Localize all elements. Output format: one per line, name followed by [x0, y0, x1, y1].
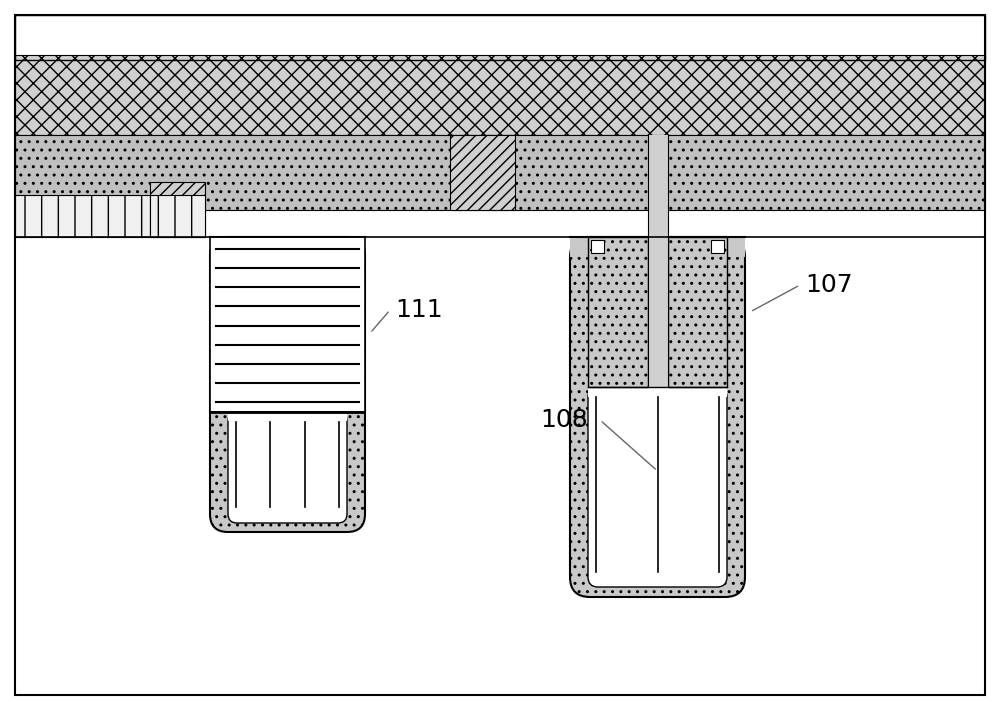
FancyBboxPatch shape: [588, 387, 727, 587]
Bar: [150, 182, 205, 237]
Bar: [570, 237, 745, 257]
Bar: [228, 412, 347, 421]
Bar: [711, 240, 724, 253]
Bar: [210, 237, 365, 255]
Bar: [15, 135, 985, 210]
Bar: [15, 195, 150, 237]
FancyBboxPatch shape: [570, 237, 745, 597]
Bar: [450, 135, 515, 210]
Bar: [588, 237, 648, 387]
Bar: [15, 15, 985, 60]
Bar: [15, 55, 985, 135]
FancyBboxPatch shape: [228, 412, 347, 523]
Bar: [668, 237, 727, 387]
Bar: [150, 195, 205, 237]
FancyBboxPatch shape: [210, 237, 365, 532]
Text: 107: 107: [805, 273, 853, 297]
Bar: [648, 135, 668, 387]
Bar: [591, 240, 604, 253]
Bar: [210, 237, 365, 412]
Text: 111: 111: [395, 298, 443, 322]
Bar: [588, 387, 727, 397]
Text: 108: 108: [540, 408, 588, 432]
